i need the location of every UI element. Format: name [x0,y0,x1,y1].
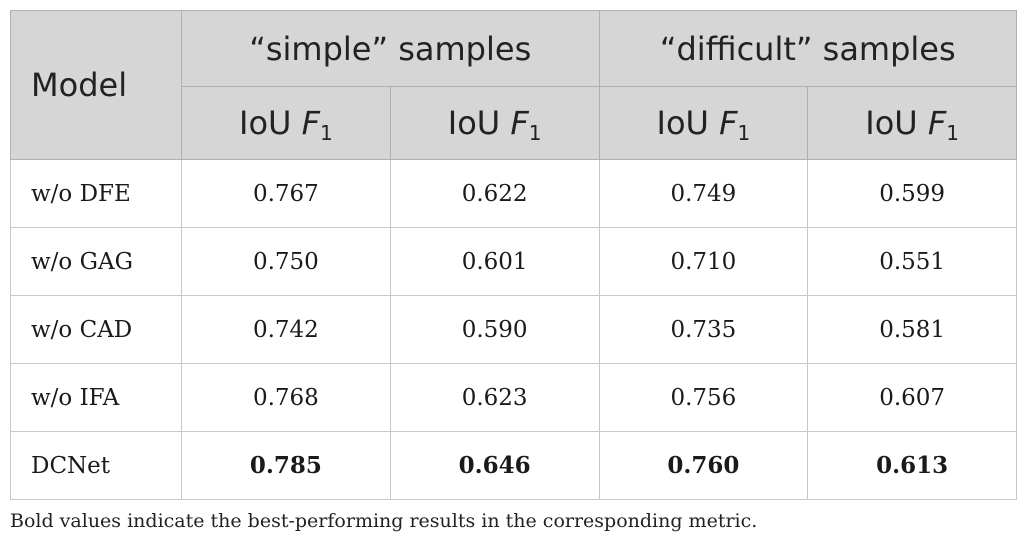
value-cell: 0.581 [807,295,1018,364]
value-cell: 0.607 [807,363,1018,432]
table-body: w/o DFE 0.767 0.622 0.749 0.599 w/o GAG … [10,159,1018,500]
model-name-cell: w/o GAG [10,227,182,296]
table-row: w/o GAG 0.750 0.601 0.710 0.551 [10,227,1018,296]
value-cell: 0.710 [598,227,809,296]
header-group-row: Model “simple” samples “difficult” sampl… [10,10,1018,160]
metric-header: IoU F1 [598,86,809,160]
value-cell: 0.590 [389,295,600,364]
value-cell: 0.749 [598,159,809,228]
value-cell: 0.551 [807,227,1018,296]
best-value-cell: 0.613 [807,431,1018,500]
value-cell: 0.623 [389,363,600,432]
table-row: w/o IFA 0.768 0.623 0.756 0.607 [10,363,1018,432]
model-name-cell: w/o IFA [10,363,182,432]
value-cell: 0.735 [598,295,809,364]
value-cell: 0.750 [181,227,391,296]
best-value-cell: 0.760 [598,431,809,500]
value-cell: 0.742 [181,295,391,364]
best-value-cell: 0.646 [389,431,600,500]
model-column-header: Model [10,10,182,160]
value-cell: 0.756 [598,363,809,432]
results-table: Model “simple” samples “difficult” sampl… [10,10,1018,500]
value-cell: 0.768 [181,363,391,432]
difficult-samples-header: “difficult” samples [598,10,1018,87]
table-row: w/o CAD 0.742 0.590 0.735 0.581 [10,295,1018,364]
table-footnote: Bold values indicate the best-performing… [10,510,758,532]
value-cell: 0.767 [181,159,391,228]
table-row-best: DCNet 0.785 0.646 0.760 0.613 [10,431,1018,500]
header-metric-row: IoU F1 IoU F1 IoU F1 IoU F1 [11,86,1018,160]
metric-header: IoU F1 [389,86,600,160]
value-cell: 0.622 [389,159,600,228]
metric-header: IoU F1 [181,86,391,160]
table-header: Model “simple” samples “difficult” sampl… [10,10,1018,160]
metric-header: IoU F1 [807,86,1018,160]
model-name-cell: DCNet [10,431,182,500]
simple-samples-header: “simple” samples [181,10,600,87]
value-cell: 0.601 [389,227,600,296]
results-table-container: Model “simple” samples “difficult” sampl… [10,10,1018,500]
model-name-cell: w/o DFE [10,159,182,228]
value-cell: 0.599 [807,159,1018,228]
model-name-cell: w/o CAD [10,295,182,364]
best-value-cell: 0.785 [181,431,391,500]
table-row: w/o DFE 0.767 0.622 0.749 0.599 [10,159,1018,228]
